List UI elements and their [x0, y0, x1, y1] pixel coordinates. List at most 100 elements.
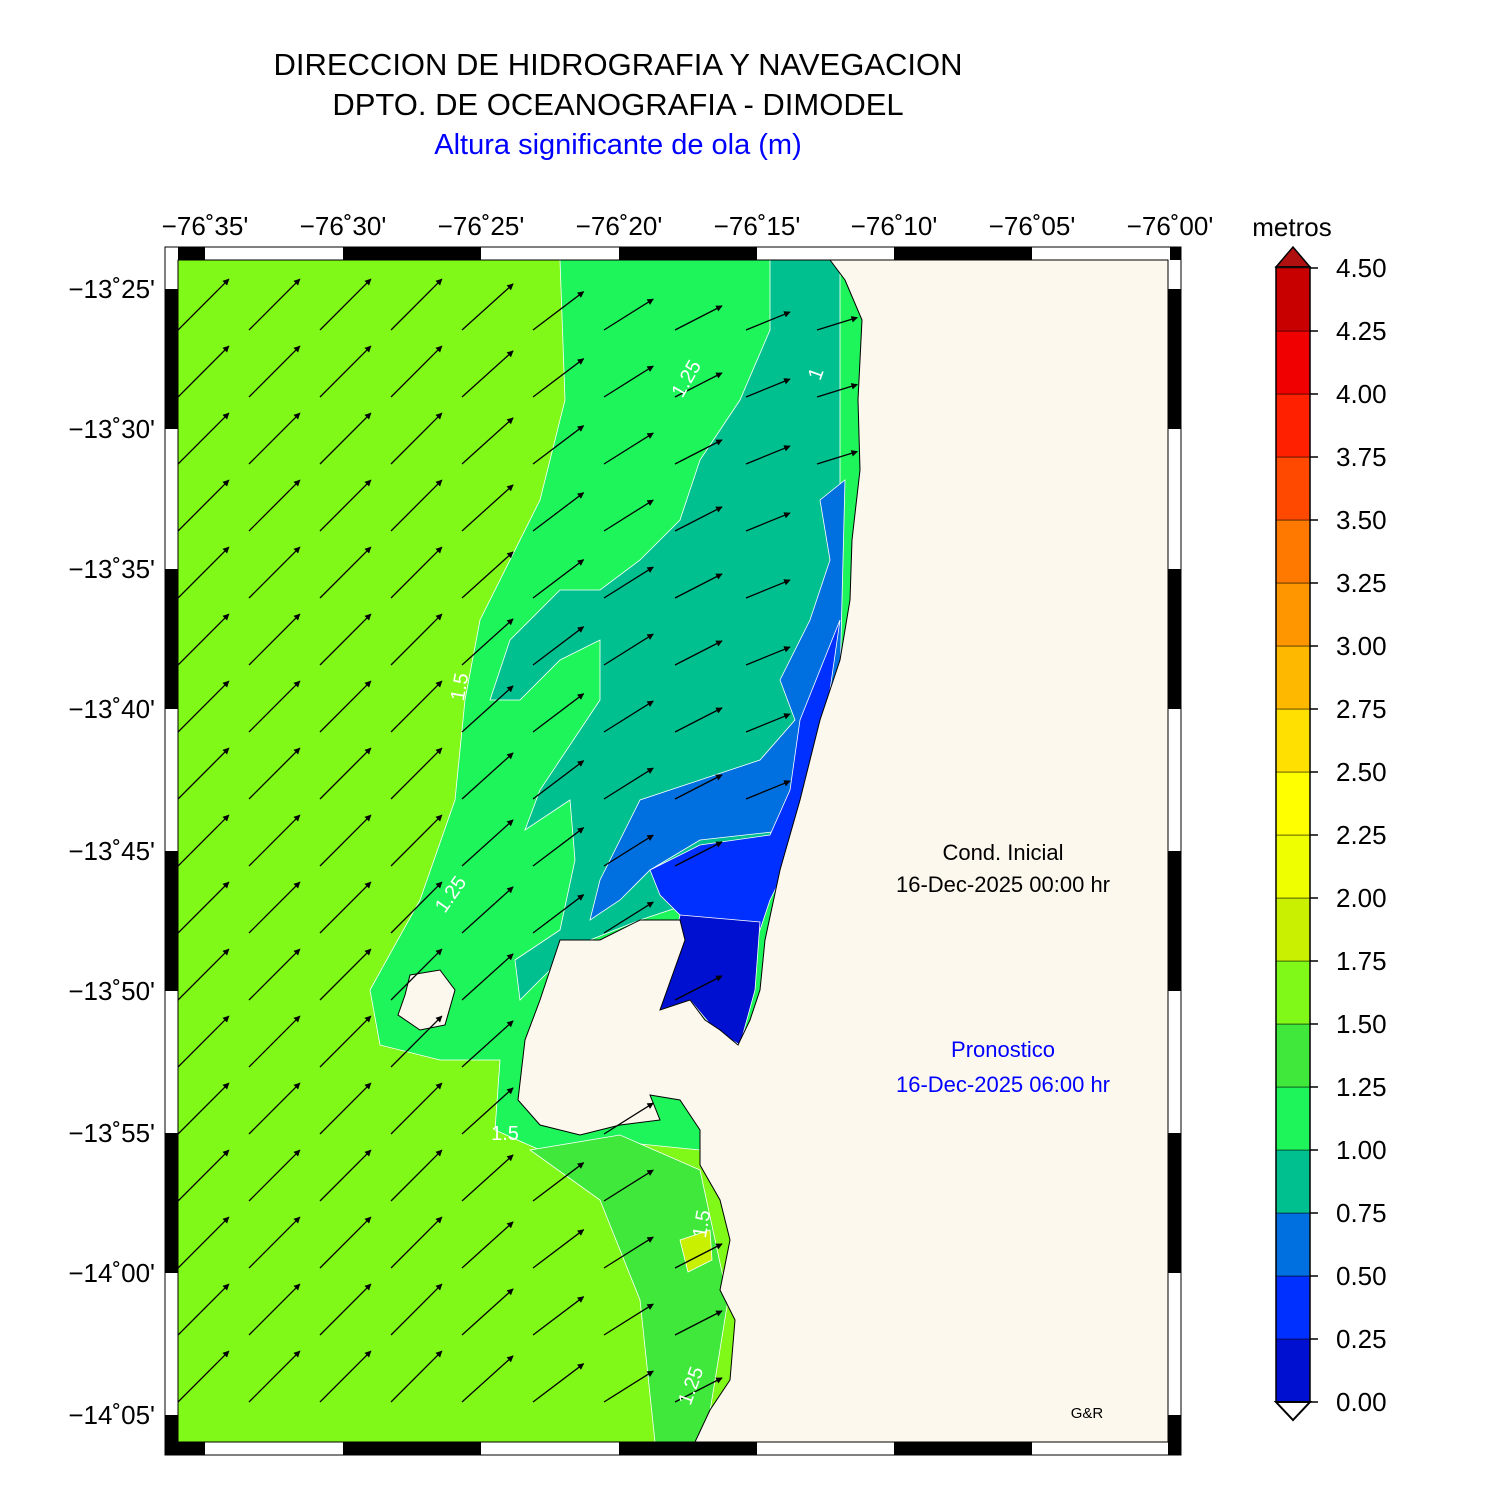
wave-arrow [319, 1082, 372, 1135]
wave-arrow [319, 948, 372, 1001]
subtitle: Altura significante de ola (m) [434, 129, 802, 161]
wave-arrow [248, 680, 301, 733]
wave-arrow [248, 1015, 301, 1068]
contour-label: 1.5 [689, 1208, 715, 1239]
colorbar-label: 1.25 [1336, 1072, 1387, 1102]
colorbar-label: 4.25 [1336, 316, 1387, 346]
y-tick-label: −13˚50' [68, 976, 155, 1006]
colorbar-segment [1275, 1086, 1311, 1151]
wave-arrow [603, 834, 654, 867]
wave-arrow [816, 450, 858, 465]
wave-arrow [816, 316, 858, 331]
wave-arrow [532, 1296, 585, 1336]
initial-label: Cond. Inicial [942, 840, 1063, 865]
wave-arrow [390, 948, 443, 1001]
wave-arrow [390, 1350, 443, 1403]
frame-bar [165, 289, 178, 429]
wave-arrow [178, 680, 230, 733]
x-tick-label: −76˚35' [162, 211, 249, 241]
wave-arrow [248, 1283, 301, 1336]
colorbar-label: 1.00 [1336, 1135, 1387, 1165]
forecast-label: Pronostico [951, 1037, 1055, 1062]
wave-arrow [461, 1221, 514, 1269]
wave-arrow [319, 814, 372, 867]
colorbar-label: 3.50 [1336, 505, 1387, 535]
x-tick-label: −76˚30' [300, 211, 387, 241]
wave-arrow [603, 1303, 654, 1336]
wave-arrow [248, 345, 301, 398]
wave-arrow [674, 305, 723, 331]
wave-arrow [248, 747, 301, 800]
wave-arrow [178, 412, 230, 465]
wave-arrow [319, 680, 372, 733]
frame-bar [1168, 851, 1181, 991]
wave-arrow [674, 372, 723, 398]
wave-arrow [603, 1370, 654, 1403]
initial-time: 16-Dec-2025 00:00 hr [896, 872, 1110, 897]
wave-arrow [319, 613, 372, 666]
wave-arrow [603, 1236, 654, 1269]
frame-bar [619, 1442, 757, 1455]
frame-bar [343, 1442, 481, 1455]
colorbar-segment [1275, 1023, 1311, 1088]
title: DPTO. DE OCEANOGRAFIA - DIMODEL [332, 87, 903, 122]
colorbar-segment [1275, 708, 1311, 773]
wave-arrow [461, 1355, 514, 1403]
colorbar-label: 3.25 [1336, 568, 1387, 598]
y-tick-label: −13˚25' [68, 274, 155, 304]
frame-bar [619, 247, 757, 260]
wave-arrow [674, 506, 723, 532]
wave-arrow [319, 1216, 372, 1269]
wave-arrow [674, 1377, 723, 1403]
colorbar-label: 4.50 [1336, 253, 1387, 283]
wave-arrow [532, 626, 585, 666]
wave-arrow [461, 283, 514, 331]
frame-bar [178, 247, 205, 260]
wave-arrow [461, 886, 514, 934]
forecast-time: 16-Dec-2025 06:00 hr [896, 1072, 1110, 1097]
wave-arrow [674, 1243, 723, 1269]
wave-arrow [178, 747, 230, 800]
x-tick-label: −76˚10' [851, 211, 938, 241]
wave-arrow [745, 646, 791, 666]
wave-arrow [745, 445, 791, 465]
wave-arrow [461, 953, 514, 1001]
colorbar-label: 0.00 [1336, 1387, 1387, 1417]
wave-arrow [390, 345, 443, 398]
wave-arrow [390, 1015, 443, 1068]
wave-arrow [248, 1350, 301, 1403]
wave-arrow [178, 1015, 230, 1068]
wave-arrow [319, 1015, 372, 1068]
wave-arrow [816, 383, 858, 398]
frame-bar [894, 1442, 1032, 1455]
frame-bar [1168, 569, 1181, 709]
island [397, 969, 456, 1031]
wave-arrow [532, 760, 585, 800]
colorbar-segment [1275, 897, 1311, 962]
wave-arrow [248, 814, 301, 867]
wave-arrow [178, 278, 230, 331]
wave-arrow [674, 841, 723, 867]
colorbar-label: 2.50 [1336, 757, 1387, 787]
colorbar-top [1274, 245, 1312, 268]
colorbar-segment [1275, 393, 1311, 458]
wave-arrow [390, 1216, 443, 1269]
wave-arrow [461, 484, 514, 532]
frame-bar [1168, 1415, 1181, 1455]
wave-arrow [390, 1149, 443, 1202]
colorbar-bottom [1273, 1401, 1313, 1422]
frame-bar [165, 569, 178, 709]
wave-arrow [178, 613, 230, 666]
wave-arrow [178, 881, 230, 934]
colorbar-label: 3.75 [1336, 442, 1387, 472]
frame-bar [1168, 1133, 1181, 1273]
wave-arrow [178, 814, 230, 867]
wave-arrow [461, 819, 514, 867]
y-tick-label: −13˚35' [68, 554, 155, 584]
colorbar-label: 2.25 [1336, 820, 1387, 850]
wave-arrow [745, 512, 791, 532]
wave-arrow [390, 881, 443, 934]
wave-arrow [532, 894, 585, 934]
